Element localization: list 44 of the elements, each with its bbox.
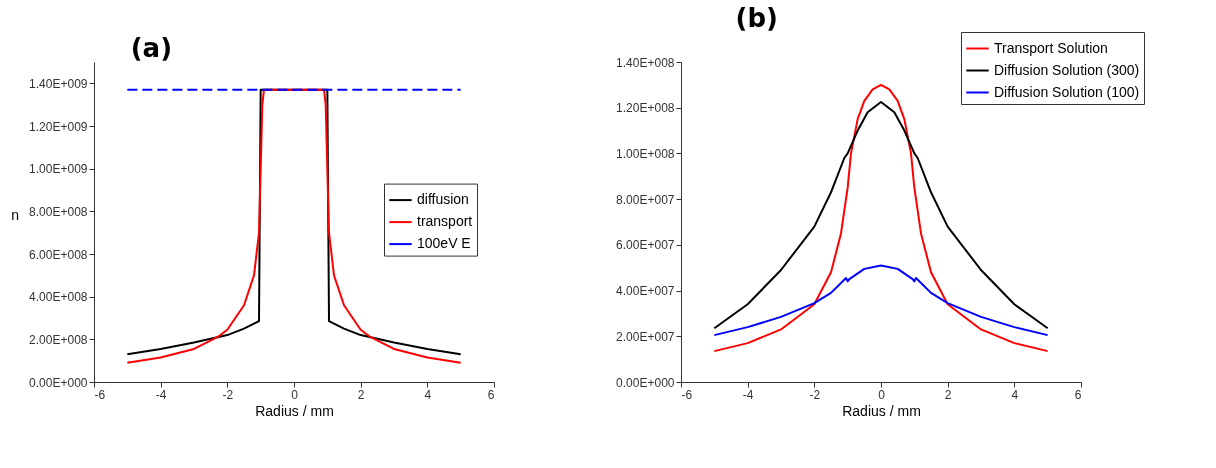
y-tick-label: 8.00E+007 bbox=[616, 192, 675, 207]
y-axis-title: n bbox=[11, 206, 20, 223]
line-series bbox=[713, 83, 1049, 353]
x-tick-label: -4 bbox=[155, 387, 167, 402]
y-tick-label: 6.00E+007 bbox=[616, 238, 675, 253]
x-axis-title: Radius / mm bbox=[255, 402, 334, 419]
x-tick-label: 2 bbox=[357, 387, 365, 402]
y-tick-label: 4.00E+007 bbox=[616, 284, 675, 299]
x-tick-label: -2 bbox=[222, 387, 234, 402]
chart-title: (a) bbox=[130, 33, 173, 63]
legend-label: Diffusion Solution (100) bbox=[994, 83, 1140, 100]
legend-label: 100eV E bbox=[417, 235, 471, 252]
y-tick-label: 1.40E+009 bbox=[29, 76, 88, 91]
x-tick-label: -6 bbox=[681, 387, 693, 402]
y-tick-label: 4.00E+008 bbox=[29, 290, 88, 305]
chart-title: (b) bbox=[735, 2, 778, 33]
y-tick-label: 2.00E+007 bbox=[616, 329, 675, 344]
y-tick-label: 8.00E+008 bbox=[29, 204, 88, 219]
x-tick-label: 0 bbox=[878, 387, 886, 402]
x-tick-label: -4 bbox=[742, 387, 754, 402]
x-tick-label: 0 bbox=[291, 387, 299, 402]
line-series bbox=[713, 264, 1049, 337]
x-tick-label: 6 bbox=[1074, 387, 1082, 402]
x-tick-label: 2 bbox=[944, 387, 952, 402]
y-tick-label: 2.00E+008 bbox=[29, 332, 88, 347]
y-tick-label: 0.00E+000 bbox=[616, 375, 675, 390]
x-tick-label: 4 bbox=[424, 387, 432, 402]
x-tick-label: -6 bbox=[94, 387, 106, 402]
legend-label: Transport Solution bbox=[994, 39, 1108, 56]
y-tick-label: 1.00E+009 bbox=[29, 162, 88, 177]
y-tick-label: 1.20E+009 bbox=[29, 119, 88, 134]
y-tick-label: 1.40E+008 bbox=[616, 55, 675, 70]
x-tick-label: -2 bbox=[809, 387, 821, 402]
x-tick-label: 4 bbox=[1011, 387, 1019, 402]
y-tick-label: 6.00E+008 bbox=[29, 247, 88, 262]
legend-label: Diffusion Solution (300) bbox=[994, 61, 1140, 78]
legend-label: transport bbox=[417, 213, 473, 230]
y-tick-label: 0.00E+000 bbox=[29, 375, 88, 390]
y-tick-label: 1.20E+008 bbox=[616, 101, 675, 116]
line-series bbox=[713, 101, 1049, 330]
legend-label: diffusion bbox=[417, 191, 469, 208]
y-tick-label: 1.00E+008 bbox=[616, 146, 675, 161]
x-tick-label: 6 bbox=[487, 387, 495, 402]
x-axis-title: Radius / mm bbox=[842, 402, 921, 419]
